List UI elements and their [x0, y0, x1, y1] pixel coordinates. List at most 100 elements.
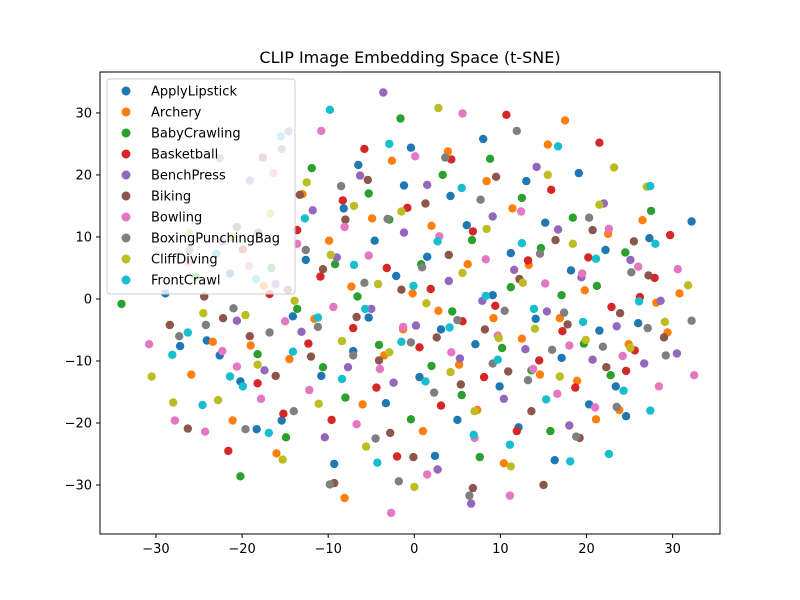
scatter-point [373, 279, 383, 289]
scatter-point [619, 386, 628, 395]
scatter-point [417, 263, 427, 272]
scatter-point [646, 181, 655, 191]
scatter-point [423, 252, 432, 261]
scatter-point [349, 260, 359, 270]
scatter-point [543, 140, 552, 149]
scatter-point [566, 266, 576, 275]
scatter-point [471, 340, 480, 349]
scatter-point [329, 302, 338, 312]
scatter-point [565, 341, 574, 350]
scatter-point [584, 253, 593, 262]
scatter-point [392, 452, 402, 461]
scatter-point [264, 428, 273, 438]
scatter-point [364, 189, 373, 198]
scatter-point [375, 364, 385, 374]
scatter-point [392, 271, 401, 281]
scatter-point [399, 228, 409, 237]
scatter-point [455, 354, 465, 363]
legend-label: Archery [151, 106, 202, 121]
y-tick-label: 20 [75, 168, 92, 183]
scatter-point [494, 333, 503, 343]
scatter-point [253, 350, 262, 359]
scatter-point [560, 116, 570, 125]
scatter-point [470, 407, 479, 416]
scatter-point [415, 372, 424, 382]
scatter-point [531, 314, 540, 323]
scatter-point [541, 218, 550, 227]
scatter-point [278, 455, 287, 464]
scatter-point [574, 168, 583, 178]
scatter-point [467, 235, 477, 245]
scatter-point [604, 224, 614, 234]
scatter-point [516, 207, 526, 216]
scatter-point [317, 126, 326, 136]
scatter-point [673, 265, 682, 274]
scatter-point [543, 170, 552, 180]
scatter-point [687, 217, 696, 226]
scatter-point [406, 415, 416, 424]
scatter-point [324, 236, 334, 245]
scatter-point [499, 459, 509, 468]
scatter-point [568, 239, 577, 248]
scatter-point [347, 282, 356, 291]
scatter-point [386, 428, 395, 438]
y-tick-label: −10 [65, 354, 92, 369]
legend-label: CliffDiving [151, 253, 218, 268]
scatter-point [313, 322, 323, 332]
scatter-point [592, 281, 602, 291]
scatter-point [349, 201, 359, 211]
scatter-point [367, 214, 377, 223]
scatter-point [591, 415, 601, 424]
scatter-point [618, 351, 627, 361]
scatter-point [379, 88, 388, 97]
scatter-point [426, 284, 435, 294]
scatter-point [421, 377, 430, 386]
scatter-point [497, 343, 507, 353]
scatter-point [314, 399, 323, 408]
scatter-point [522, 176, 531, 186]
legend-label: BenchPress [151, 169, 226, 184]
scatter-point [612, 402, 621, 412]
scatter-point [175, 341, 185, 351]
scatter-point [590, 403, 600, 412]
scatter-point [557, 353, 566, 363]
scatter-point [432, 333, 441, 342]
scatter-point [629, 237, 639, 246]
legend-marker [121, 107, 131, 117]
scatter-point [355, 171, 365, 180]
scatter-point [252, 425, 261, 434]
scatter-point [343, 363, 353, 372]
scatter-point [665, 230, 675, 240]
scatter-point [468, 483, 478, 493]
scatter-point [175, 332, 184, 341]
legend-marker [121, 86, 131, 96]
scatter-point [399, 181, 409, 190]
scatter-point [313, 313, 323, 322]
scatter-point [232, 316, 242, 325]
scatter-point [199, 309, 208, 318]
legend-marker [121, 170, 131, 180]
scatter-point [398, 322, 408, 332]
scatter-point [559, 308, 569, 317]
scatter-point [469, 430, 478, 439]
scatter-point [568, 213, 577, 222]
scatter-point [528, 364, 538, 374]
scatter-point [326, 250, 335, 260]
scatter-point [410, 482, 419, 492]
scatter-point [403, 203, 412, 212]
scatter-point [481, 291, 490, 301]
scatter-point [595, 326, 604, 335]
scatter-point [241, 425, 250, 434]
scatter-point [406, 338, 416, 347]
scatter-point [553, 225, 563, 234]
scatter-point [553, 389, 562, 398]
scatter-point [611, 382, 620, 391]
scatter-point [626, 255, 635, 265]
scatter-point [457, 183, 466, 193]
scatter-point [457, 390, 466, 400]
scatter-point [500, 306, 509, 315]
scatter-point [389, 378, 398, 387]
scatter-point [337, 374, 347, 384]
legend-marker [121, 191, 131, 201]
